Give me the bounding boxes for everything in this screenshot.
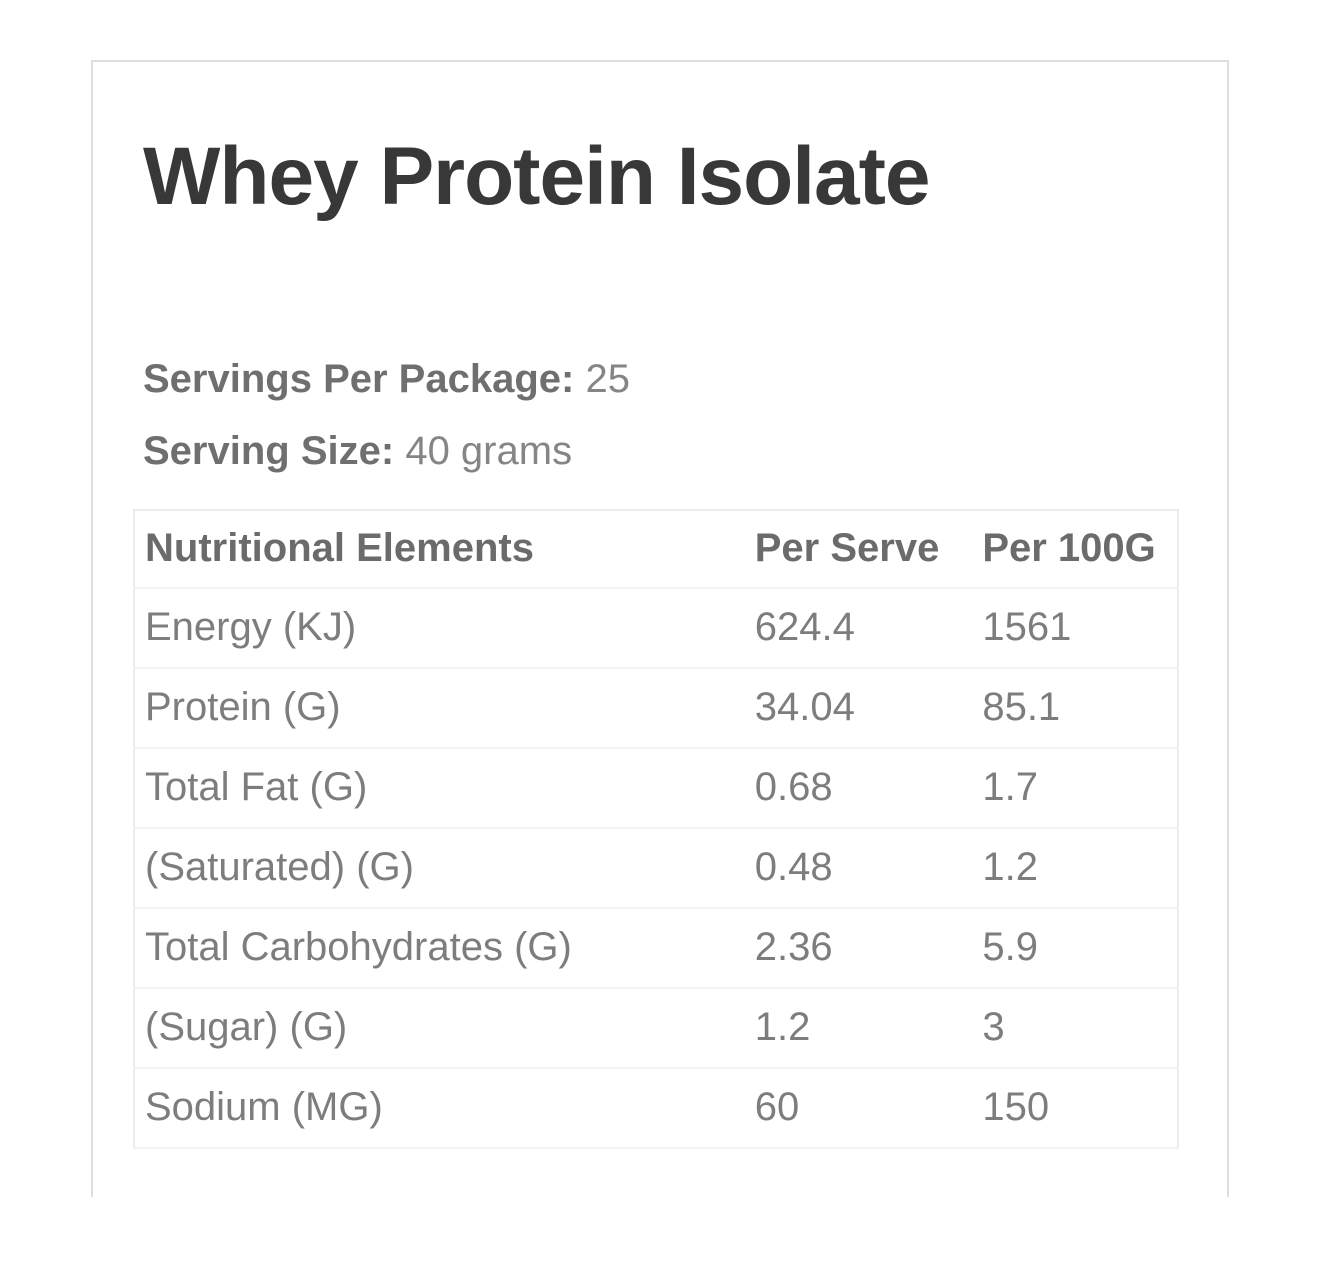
nutrition-table-header: Nutritional Elements Per Serve Per 100G: [134, 509, 1178, 589]
table-row: Total Carbohydrates (G) 2.36 5.9: [134, 907, 1178, 989]
table-row: Energy (KJ) 624.4 1561: [134, 587, 1178, 669]
cell-per-100g: 150: [972, 1067, 1178, 1149]
table-row: Protein (G) 34.04 85.1: [134, 667, 1178, 749]
serving-size-label: Serving Size:: [143, 428, 395, 473]
column-header-nutritional-elements: Nutritional Elements: [134, 509, 745, 589]
cell-element: Total Carbohydrates (G): [134, 907, 745, 989]
cell-element: Protein (G): [134, 667, 745, 749]
product-title: Whey Protein Isolate: [143, 131, 931, 222]
servings-per-package-label: Servings Per Package:: [143, 356, 575, 401]
cell-per-100g: 1561: [972, 587, 1178, 669]
cell-per-serve: 0.68: [744, 747, 973, 829]
cell-per-serve: 2.36: [744, 907, 973, 989]
table-row: Total Fat (G) 0.68 1.7: [134, 747, 1178, 829]
table-row: (Sugar) (G) 1.2 3: [134, 987, 1178, 1069]
cell-per-100g: 3: [972, 987, 1178, 1069]
cell-per-100g: 1.7: [972, 747, 1178, 829]
cell-per-serve: 1.2: [744, 987, 973, 1069]
cell-per-100g: 85.1: [972, 667, 1178, 749]
nutrition-table: Nutritional Elements Per Serve Per 100G …: [133, 508, 1179, 1149]
cell-element: Total Fat (G): [134, 747, 745, 829]
column-header-per-100g: Per 100G: [972, 509, 1178, 589]
header-row: Nutritional Elements Per Serve Per 100G: [134, 509, 1178, 589]
cell-per-serve: 0.48: [744, 827, 973, 909]
cell-element: Energy (KJ): [134, 587, 745, 669]
serving-size-value: 40 grams: [405, 428, 573, 473]
nutrition-table-body: Energy (KJ) 624.4 1561 Protein (G) 34.04…: [134, 587, 1178, 1149]
nutrition-panel: Whey Protein Isolate Servings Per Packag…: [91, 60, 1229, 1197]
servings-per-package-line: Servings Per Package: 25: [143, 343, 1179, 415]
column-header-per-serve: Per Serve: [744, 509, 973, 589]
cell-element: (Sugar) (G): [134, 987, 745, 1069]
cell-per-serve: 34.04: [744, 667, 973, 749]
table-row: Sodium (MG) 60 150: [134, 1067, 1178, 1149]
serving-size-line: Serving Size: 40 grams: [143, 415, 1179, 487]
table-row: (Saturated) (G) 0.48 1.2: [134, 827, 1178, 909]
cell-element: Sodium (MG): [134, 1067, 745, 1149]
cell-per-serve: 624.4: [744, 587, 973, 669]
cell-per-100g: 1.2: [972, 827, 1178, 909]
cell-per-serve: 60: [744, 1067, 973, 1149]
servings-per-package-value: 25: [585, 356, 630, 401]
cell-per-100g: 5.9: [972, 907, 1178, 989]
cell-element: (Saturated) (G): [134, 827, 745, 909]
serving-info: Servings Per Package: 25 Serving Size: 4…: [143, 343, 1179, 487]
